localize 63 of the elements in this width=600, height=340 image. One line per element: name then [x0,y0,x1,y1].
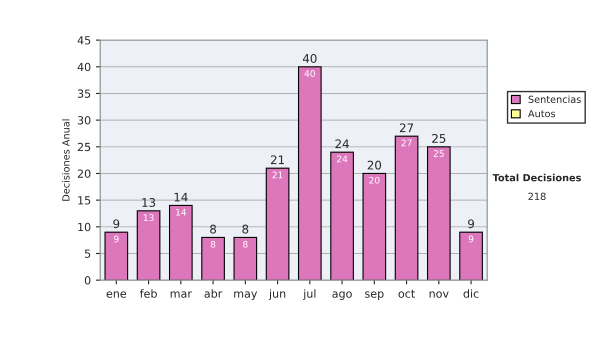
data-label: 25 [434,150,444,157]
total-label: 24 [335,139,349,148]
data-label: 8 [210,240,216,248]
y-tick-label: 10 [78,222,90,232]
total-label: 8 [242,224,248,234]
bar [298,66,322,280]
text: Total Decisiones [492,174,581,182]
data-label: 9 [468,236,474,242]
total-label: 40 [302,54,317,63]
total-label: 13 [142,198,156,207]
y-tick-label: 25 [78,142,90,152]
legend-label: Sentencias [528,95,581,104]
data-label: 24 [336,156,348,162]
bar [201,236,225,280]
total-label: 9 [468,219,474,228]
x-tick-label: may [234,291,258,300]
legend-label: Autos [528,110,556,118]
y-tick-label: 35 [78,89,90,98]
y-tick-label: 15 [78,196,90,205]
x-tick-label: jul [303,289,316,300]
x-tick-label: mar [170,291,192,298]
total-label: 25 [432,134,446,143]
data-label: 13 [144,214,154,222]
y-tick-label: 5 [84,250,90,258]
x-tick-label: ago [332,291,352,300]
x-tick-label: sep [365,291,384,300]
y-tick-label: 0 [84,276,90,285]
data-label: 20 [369,176,380,184]
x-tick-label: ene [106,291,126,298]
y-tick-label: 20 [78,169,90,178]
data-label: 9 [114,236,119,242]
x-tick-label: abr [204,289,222,298]
bar [330,152,354,280]
data-label: 27 [401,139,412,146]
total-label: 20 [368,160,382,170]
total-label: 14 [174,192,188,202]
bar [266,168,290,280]
bar [233,236,258,280]
total-label: 21 [270,155,284,164]
text: 218 [528,192,546,200]
bar [168,204,193,280]
x-tick-label: feb [140,289,157,298]
data-label: 8 [243,240,248,248]
bar [136,210,160,280]
x-tick-label: oct [398,290,415,298]
bar [426,146,451,280]
total-label: 27 [400,123,414,132]
data-label: 40 [304,70,315,77]
bar [459,232,483,280]
data-label: 14 [176,208,186,216]
data-label: 21 [272,172,282,178]
bar [394,136,418,280]
total-label: 9 [113,219,120,228]
x-tick-label: nov [430,291,449,298]
x-tick-label: jun [268,289,286,300]
y-tick-label: 45 [78,36,90,44]
bar [104,232,128,280]
y-tick-label: 40 [78,62,90,72]
x-tick-label: dic [464,289,479,298]
y-tick-label: 30 [78,116,90,125]
y-axis-title: Decisiones Anual [62,119,70,201]
total-label: 8 [210,224,216,234]
bar [362,172,386,280]
